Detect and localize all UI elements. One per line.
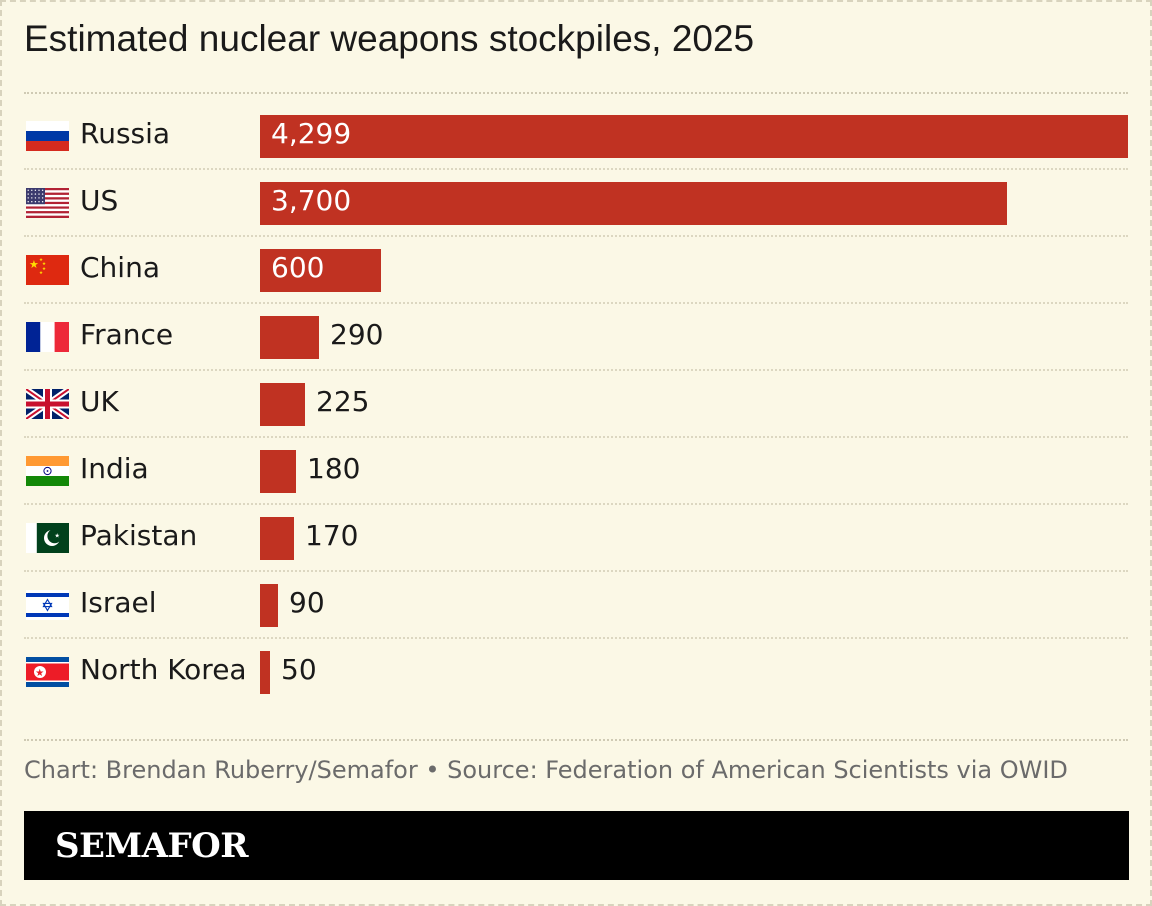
row-divider	[24, 302, 1128, 304]
bar-row: UK 225	[24, 371, 1128, 438]
bar	[260, 316, 319, 359]
bar-row: ★ North Korea 50	[24, 639, 1128, 706]
bar-row: ★ Pakistan 170	[24, 505, 1128, 572]
data-label: 225	[316, 385, 370, 418]
bar-row: India 180	[24, 438, 1128, 505]
bar	[260, 383, 305, 426]
category-label: India	[80, 452, 149, 485]
svg-text:★: ★	[42, 266, 46, 272]
svg-text:★: ★	[42, 261, 46, 267]
category-label: UK	[80, 385, 119, 418]
source-credit: Chart: Brendan Ruberry/Semafor • Source:…	[24, 756, 1068, 784]
svg-text:★: ★	[29, 258, 39, 271]
row-divider	[24, 503, 1128, 505]
pakistan-flag-icon: ★	[26, 523, 69, 553]
semafor-logo: SEMAFOR	[55, 826, 249, 866]
bar	[260, 115, 1128, 158]
brand-bar: SEMAFOR	[24, 811, 1129, 880]
row-divider	[24, 436, 1128, 438]
russia-flag-icon	[26, 121, 69, 151]
data-label: 90	[289, 586, 325, 619]
bar-row: France 290	[24, 304, 1128, 371]
row-divider	[24, 637, 1128, 639]
data-label: 3,700	[271, 184, 352, 217]
svg-text:★: ★	[39, 270, 43, 276]
row-divider	[24, 168, 1128, 170]
category-label: North Korea	[80, 653, 247, 686]
bar	[260, 651, 270, 694]
data-label: 4,299	[271, 117, 352, 150]
data-label: 180	[307, 452, 361, 485]
top-divider	[24, 92, 1128, 94]
data-label: 290	[330, 318, 384, 351]
bar	[260, 517, 294, 560]
data-label: 600	[271, 251, 325, 284]
category-label: Israel	[80, 586, 157, 619]
row-divider	[24, 570, 1128, 572]
uk-flag-icon	[26, 389, 69, 419]
category-label: Pakistan	[80, 519, 198, 552]
data-label: 50	[281, 653, 317, 686]
chart-title: Estimated nuclear weapons stockpiles, 20…	[24, 18, 755, 59]
france-flag-icon	[26, 322, 69, 352]
india-flag-icon	[26, 456, 69, 486]
category-label: France	[80, 318, 174, 351]
china-flag-icon: ★ ★ ★ ★ ★	[26, 255, 69, 285]
bar-row: Russia 4,299	[24, 103, 1128, 170]
row-divider	[24, 235, 1128, 237]
svg-text:★: ★	[35, 668, 44, 679]
category-label: US	[80, 184, 119, 217]
bar	[260, 584, 278, 627]
north-korea-flag-icon: ★	[26, 657, 69, 687]
svg-text:★: ★	[39, 257, 43, 263]
svg-text:★: ★	[55, 533, 60, 540]
category-label: Russia	[80, 117, 171, 150]
bar-row: Israel 90	[24, 572, 1128, 639]
bar	[260, 450, 296, 493]
israel-flag-icon	[26, 590, 69, 620]
bottom-divider	[24, 739, 1128, 741]
bar	[260, 249, 381, 292]
data-label: 170	[305, 519, 359, 552]
bar	[260, 182, 1007, 225]
bar-row: US 3,700	[24, 170, 1128, 237]
row-divider	[24, 369, 1128, 371]
us-flag-icon	[26, 188, 69, 218]
category-label: China	[80, 251, 160, 284]
bar-row: ★ ★ ★ ★ ★ China 600	[24, 237, 1128, 304]
